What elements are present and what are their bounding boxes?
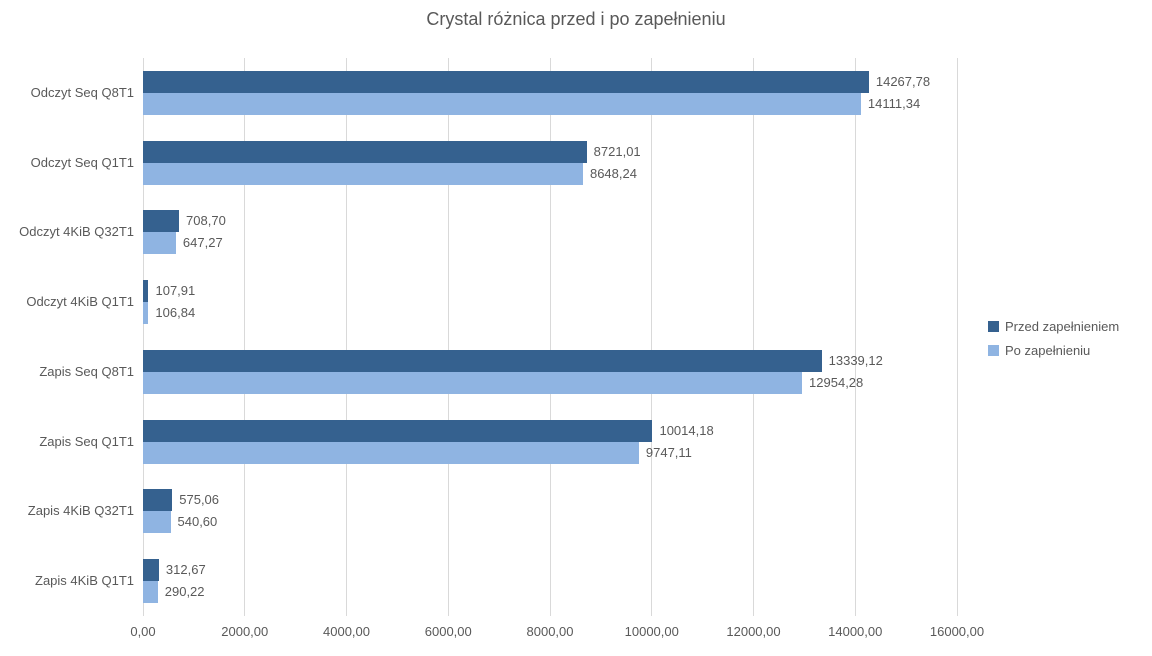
bar-przed-zapelnieniem <box>143 489 173 512</box>
bar-po-zapelnieniu <box>143 441 639 464</box>
gridline <box>956 58 958 616</box>
category-label: Zapis Seq Q1T1 <box>39 433 134 449</box>
value-label: 12954,28 <box>809 374 864 390</box>
bar-przed-zapelnieniem <box>143 419 653 442</box>
category-label: Odczyt Seq Q8T1 <box>30 84 134 100</box>
x-axis-tick-label: 4000,00 <box>323 624 370 639</box>
category-label: Zapis 4KiB Q1T1 <box>35 573 134 589</box>
category-label: Zapis Seq Q8T1 <box>39 363 134 379</box>
value-label: 13339,12 <box>828 352 883 368</box>
bar-przed-zapelnieniem <box>143 70 869 93</box>
gridline <box>651 58 653 616</box>
value-label: 107,91 <box>155 283 196 299</box>
bar-przed-zapelnieniem <box>143 559 159 582</box>
x-axis-tick-label: 6000,00 <box>424 624 472 639</box>
x-axis-tick-label: 14000,00 <box>828 624 883 639</box>
bar-po-zapelnieniu <box>143 92 861 115</box>
gridline <box>244 58 246 616</box>
bar-po-zapelnieniu <box>143 162 583 185</box>
value-label: 647,27 <box>182 235 223 251</box>
gridline <box>447 58 449 616</box>
category-label: Odczyt Seq Q1T1 <box>30 154 134 170</box>
value-label: 14267,78 <box>875 73 931 89</box>
gridline <box>753 58 754 616</box>
legend: Przed zapełnieniem Po zapełnieniu <box>988 319 1119 367</box>
legend-swatch-icon <box>988 345 999 356</box>
bar-przed-zapelnieniem <box>143 349 822 372</box>
value-label: 540,60 <box>177 514 218 530</box>
x-axis-tick-label: 2000,00 <box>221 624 269 639</box>
bar-po-zapelnieniu <box>143 581 158 604</box>
legend-swatch-icon <box>988 321 999 332</box>
legend-item: Po zapełnieniu <box>988 343 1119 358</box>
x-axis-tick-label: 10000,00 <box>624 624 679 639</box>
category-label: Odczyt 4KiB Q1T1 <box>26 294 134 310</box>
bar-przed-zapelnieniem <box>143 210 180 233</box>
legend-label: Po zapełnieniu <box>1005 343 1091 358</box>
x-axis-tick-label: 0,00 <box>130 624 156 639</box>
x-axis-tick-label: 8000,00 <box>526 624 574 639</box>
value-label: 14111,34 <box>867 95 921 111</box>
value-label: 575,06 <box>179 492 220 508</box>
bar-po-zapelnieniu <box>143 371 803 394</box>
value-label: 8648,24 <box>589 165 637 181</box>
bar-przed-zapelnieniem <box>143 280 149 303</box>
gridline <box>549 58 551 616</box>
legend-item: Przed zapełnieniem <box>988 319 1119 334</box>
x-axis-tick-label: 12000,00 <box>726 624 781 639</box>
bar-po-zapelnieniu <box>143 302 149 325</box>
chart-title: Crystal różnica przed i po zapełnieniu <box>426 9 726 29</box>
legend-label: Przed zapełnieniem <box>1005 319 1120 334</box>
value-label: 290,22 <box>164 584 205 600</box>
plot-area: 14267,78 14111,34 8721,01 8648,24 708,70 647,… <box>142 58 958 616</box>
value-label: 8721,01 <box>593 143 641 159</box>
category-label: Zapis 4KiB Q32T1 <box>27 503 134 519</box>
value-label: 9747,11 <box>645 444 692 460</box>
value-label: 312,67 <box>165 562 206 578</box>
gridline <box>854 58 856 616</box>
gridline <box>142 58 144 616</box>
value-label: 10014,18 <box>659 422 714 438</box>
bar-po-zapelnieniu <box>143 511 171 534</box>
category-label: Odczyt 4KiB Q32T1 <box>19 224 134 240</box>
value-label: 708,70 <box>186 213 226 229</box>
bar-przed-zapelnieniem <box>143 140 587 163</box>
gridline <box>346 58 347 616</box>
value-label: 106,84 <box>155 305 196 321</box>
bar-po-zapelnieniu <box>143 232 176 255</box>
x-axis-tick-label: 16000,00 <box>929 624 985 639</box>
